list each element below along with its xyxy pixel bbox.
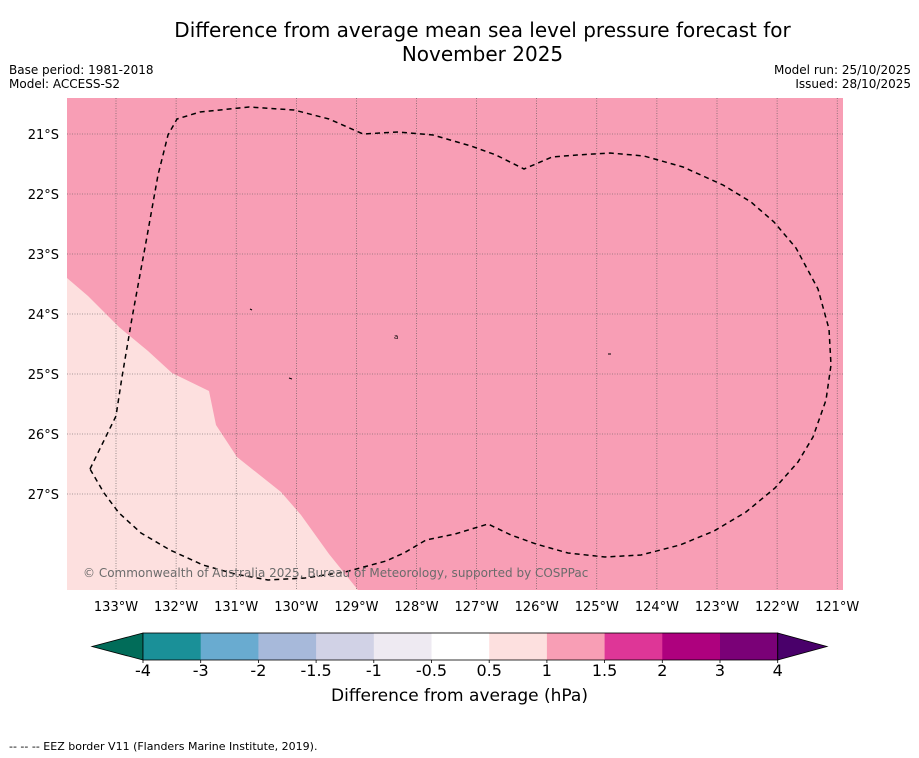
longitude-label: 132°W — [154, 600, 198, 615]
longitude-label: 127°W — [455, 600, 499, 615]
colorbar-tick-label: 4 — [773, 661, 783, 680]
colorbar-segment — [604, 633, 663, 660]
island-mark — [288, 377, 293, 380]
colorbar-segment — [316, 633, 375, 660]
title-line-2: November 2025 — [401, 42, 564, 66]
longitude-label: 133°W — [94, 600, 138, 615]
colorbar-tick-label: 1.5 — [592, 661, 617, 680]
latitude-label: 25°S — [28, 368, 59, 383]
colorbar-tick-label: 3 — [715, 661, 725, 680]
longitude-label: 122°W — [755, 600, 799, 615]
colorbar-segment — [662, 633, 721, 660]
islands: a — [249, 308, 611, 380]
colorbar-outline — [142, 632, 779, 661]
latitude-label: 24°S — [28, 308, 59, 323]
colorbar-tick-label: 0.5 — [476, 661, 501, 680]
colorbar: -4 -3 -2 -1.5 -1 -0.5 0.5 1 1.5 2 3 4 — [90, 632, 829, 680]
colorbar-tick-label: -3 — [193, 661, 209, 680]
island-mark — [249, 308, 253, 311]
longitude-label: 126°W — [515, 600, 559, 615]
colorbar-tick-label: 2 — [657, 661, 667, 680]
longitude-label: 121°W — [815, 600, 859, 615]
latitude-label: 27°S — [28, 488, 59, 503]
copyright-text: © Commonwealth of Australia 2025, Bureau… — [83, 566, 588, 580]
model-name: Model: ACCESS-S2 — [9, 77, 121, 91]
colorbar-extend-under — [90, 632, 144, 661]
longitude-labels: 133°W 132°W 131°W 130°W 129°W 128°W 127°W 126°W… — [94, 600, 860, 615]
colorbar-label: Difference from average (hPa) — [331, 686, 588, 706]
colorbar-tick-label: -1.5 — [300, 661, 331, 680]
meta-right: Model run: 25/10/2025 Issued: 28/10/2025 — [774, 63, 911, 91]
base-period: Base period: 1981-2018 — [9, 63, 154, 77]
longitude-label: 131°W — [214, 600, 258, 615]
island-mark: a — [394, 333, 398, 341]
longitude-label: 128°W — [394, 600, 438, 615]
title-line-1: Difference from average mean sea level p… — [174, 18, 791, 42]
longitude-label: 130°W — [274, 600, 318, 615]
colorbar-segment — [143, 633, 202, 660]
latitude-label: 23°S — [28, 248, 59, 263]
eez-border — [89, 106, 832, 581]
colorbar-segment — [258, 633, 317, 660]
longitude-label: 125°W — [575, 600, 619, 615]
longitude-label: 129°W — [334, 600, 378, 615]
colorbar-tick-label: -0.5 — [416, 661, 447, 680]
colorbar-tick-label: -1 — [366, 661, 382, 680]
chart-title: Difference from average mean sea level p… — [0, 18, 919, 66]
issued-date: Issued: 28/10/2025 — [795, 77, 911, 91]
colorbar-segment — [431, 633, 490, 660]
meta-left: Base period: 1981-2018 Model: ACCESS-S2 — [9, 63, 154, 91]
colorbar-segment — [720, 633, 779, 660]
longitude-label: 124°W — [635, 600, 679, 615]
colorbar-extend-over — [777, 632, 829, 661]
footer-note: -- -- -- EEZ border V11 (Flanders Marine… — [9, 740, 318, 753]
latitude-label: 26°S — [28, 428, 59, 443]
latitude-label: 21°S — [28, 128, 59, 143]
colorbar-segment — [489, 633, 548, 660]
latitude-label: 22°S — [28, 188, 59, 203]
colorbar-segment — [373, 633, 432, 660]
colorbar-tick-label: -2 — [250, 661, 266, 680]
colorbar-tick-label: -4 — [135, 661, 151, 680]
colorbar-segment — [200, 633, 259, 660]
grid-lines — [67, 98, 843, 590]
colorbar-segment — [546, 633, 606, 660]
model-run: Model run: 25/10/2025 — [773, 63, 911, 77]
colorbar-tick-label: 1 — [542, 661, 552, 680]
longitude-label: 123°W — [695, 600, 739, 615]
latitude-labels: 21°S 22°S 23°S 24°S 25°S 26°S 27°S — [28, 128, 59, 503]
